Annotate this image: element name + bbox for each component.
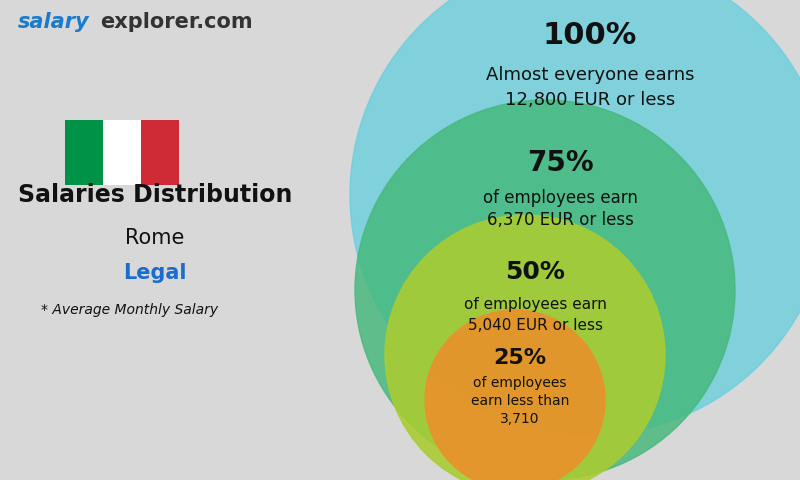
Circle shape — [355, 100, 735, 480]
Text: 75%: 75% — [526, 149, 594, 177]
Text: Rome: Rome — [126, 228, 185, 248]
Text: salary: salary — [18, 12, 90, 32]
Text: 25%: 25% — [494, 348, 546, 368]
Text: 100%: 100% — [543, 21, 637, 49]
Text: 3,710: 3,710 — [500, 412, 540, 426]
Bar — [65, 120, 103, 185]
Text: * Average Monthly Salary: * Average Monthly Salary — [42, 303, 218, 317]
Bar — [141, 120, 179, 185]
Text: Salaries Distribution: Salaries Distribution — [18, 183, 292, 207]
Text: explorer.com: explorer.com — [100, 12, 253, 32]
Text: earn less than: earn less than — [471, 394, 569, 408]
Text: Legal: Legal — [123, 263, 186, 283]
Text: of employees: of employees — [474, 376, 566, 390]
Text: 6,370 EUR or less: 6,370 EUR or less — [486, 211, 634, 229]
Text: of employees earn: of employees earn — [482, 189, 638, 207]
Text: Almost everyone earns: Almost everyone earns — [486, 66, 694, 84]
Text: 12,800 EUR or less: 12,800 EUR or less — [505, 91, 675, 109]
Circle shape — [350, 0, 800, 435]
Circle shape — [425, 310, 605, 480]
Text: 50%: 50% — [505, 260, 565, 284]
Bar — [103, 120, 141, 185]
Circle shape — [385, 215, 665, 480]
Text: of employees earn: of employees earn — [463, 298, 606, 312]
Text: 5,040 EUR or less: 5,040 EUR or less — [467, 317, 602, 333]
